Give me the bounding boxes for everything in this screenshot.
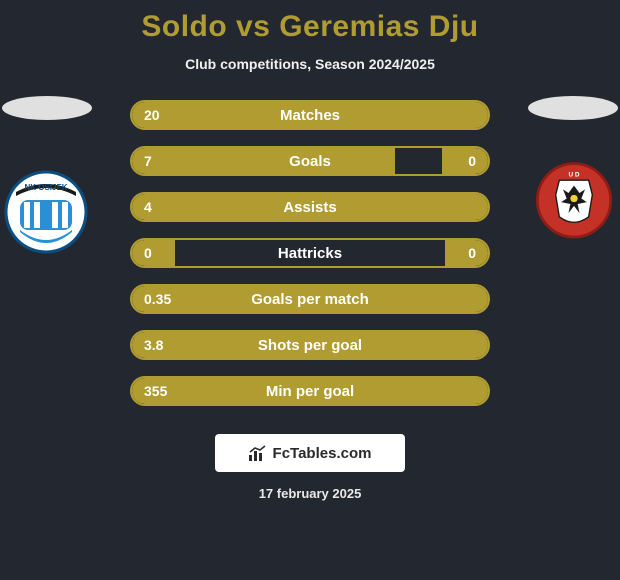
stat-label: Hattricks	[132, 245, 488, 262]
stat-label: Goals	[132, 153, 488, 170]
watermark-text: FcTables.com	[273, 445, 372, 462]
stat-bar-min-per-goal: 355 Min per goal	[130, 376, 490, 406]
club-crest-left: NK OSIJEK	[4, 166, 88, 262]
stat-label: Assists	[132, 199, 488, 216]
comparison-panel: NK OSIJEK U D 20 Matches 7 Goals 0	[0, 100, 620, 406]
stat-bars: 20 Matches 7 Goals 0 4 Assists 0 Hattric…	[130, 100, 490, 406]
stat-label: Matches	[132, 107, 488, 124]
chart-icon	[249, 445, 267, 461]
stat-bar-hattricks: 0 Hattricks 0	[130, 238, 490, 268]
stat-label: Goals per match	[132, 291, 488, 308]
stat-bar-goals-per-match: 0.35 Goals per match	[130, 284, 490, 314]
player-ellipse-right	[528, 96, 618, 120]
stat-value-right: 0	[468, 245, 476, 261]
stat-bar-goals: 7 Goals 0	[130, 146, 490, 176]
crest-right-text: U D	[568, 172, 579, 179]
stat-label: Min per goal	[132, 383, 488, 400]
page-title: Soldo vs Geremias Dju	[0, 0, 620, 44]
date-label: 17 february 2025	[0, 486, 620, 501]
crest-left-text: NK OSIJEK	[24, 183, 67, 192]
stat-value-right: 0	[468, 153, 476, 169]
stat-label: Shots per goal	[132, 337, 488, 354]
player-ellipse-left	[2, 96, 92, 120]
stat-bar-assists: 4 Assists	[130, 192, 490, 222]
watermark-badge: FcTables.com	[215, 434, 405, 472]
stat-bar-shots-per-goal: 3.8 Shots per goal	[130, 330, 490, 360]
club-crest-right: U D	[532, 160, 616, 256]
stat-bar-matches: 20 Matches	[130, 100, 490, 130]
subtitle: Club competitions, Season 2024/2025	[0, 56, 620, 72]
